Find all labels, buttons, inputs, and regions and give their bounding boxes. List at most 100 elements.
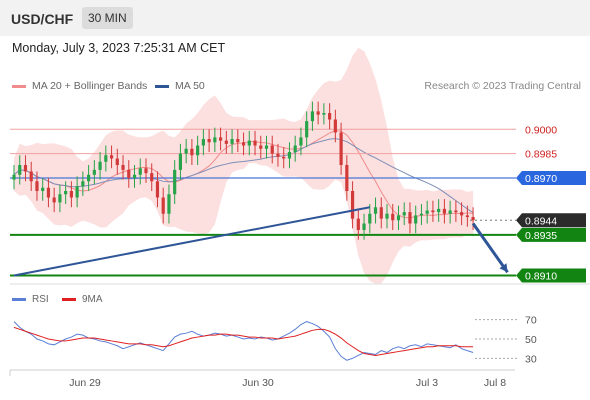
candle (150, 163, 154, 191)
candle (167, 184, 171, 224)
candle-body (379, 207, 383, 219)
candle-body (333, 119, 337, 133)
candle-body (259, 145, 263, 149)
candle (207, 129, 211, 152)
credit-text: Research © 2023 Trading Central (424, 80, 581, 92)
candle (465, 205, 469, 227)
symbol-label: USD/CHF (11, 11, 74, 27)
candle-body (161, 197, 165, 214)
candle-body (81, 181, 85, 187)
candle-body (448, 210, 452, 214)
candle-body (293, 145, 297, 152)
legend-rsi: RSI (12, 294, 49, 305)
candle-body (350, 191, 355, 219)
candle (196, 135, 200, 165)
arrow-head (499, 263, 508, 273)
candle-body (12, 174, 16, 180)
candle-body (431, 210, 435, 213)
candle-body (408, 212, 412, 224)
legend-9ma-label: 9MA (82, 294, 103, 305)
candle (310, 101, 315, 131)
candle (259, 135, 263, 159)
candle-body (236, 139, 240, 143)
candle (224, 130, 228, 154)
candle (115, 148, 119, 175)
level-label-0.8935: 0.8935 (525, 230, 557, 242)
candle (41, 178, 45, 201)
candle-body (58, 194, 62, 203)
candle-body (207, 139, 211, 143)
candle (127, 160, 131, 188)
candle-body (373, 207, 378, 214)
candle-body (109, 155, 114, 159)
candle-body (276, 153, 280, 157)
candle (155, 171, 160, 208)
candle-body (92, 169, 96, 175)
candle-body (282, 156, 286, 159)
legend-ma50-label: MA 50 (175, 80, 205, 92)
candle (247, 130, 251, 156)
x-tick-label: Jun 29 (69, 377, 101, 389)
rising-trendline (13, 206, 370, 277)
candle-body (46, 187, 51, 198)
candle-body (87, 174, 91, 182)
legend-ma50: MA 50 (155, 80, 205, 92)
candle (270, 135, 274, 164)
candle (339, 122, 343, 175)
candle-body (184, 148, 188, 154)
candle-body (396, 215, 401, 221)
ma20-swatch (12, 84, 26, 88)
candle-body (287, 152, 292, 159)
candle-body (385, 213, 389, 219)
rsi-tick-label: 30 (525, 353, 537, 365)
level-label-0.8985: 0.8985 (525, 149, 557, 161)
candle-body (402, 212, 406, 216)
candle-body (132, 174, 137, 178)
candle-body (414, 215, 418, 224)
candle (121, 155, 125, 180)
candle-body (391, 213, 395, 221)
candle-body (356, 218, 360, 230)
rsi-series-rsi (13, 321, 474, 361)
candle (190, 139, 194, 165)
x-tick-label: Jul 8 (484, 377, 506, 389)
candle (109, 145, 114, 169)
candle-body (241, 142, 246, 146)
candle (75, 176, 79, 208)
level-label-0.8910: 0.8910 (525, 271, 557, 283)
candle (69, 181, 73, 208)
rsi-swatch (12, 298, 26, 301)
legend-rsi-label: RSI (32, 294, 49, 305)
candle-body (18, 165, 22, 175)
candle-body (64, 191, 68, 195)
candle (236, 129, 240, 152)
candle (29, 161, 33, 191)
candle (299, 127, 303, 156)
chart-datetime: Monday, July 3, 2023 7:25:31 AM CET (12, 41, 226, 55)
candle-body (69, 191, 73, 198)
candle (396, 205, 401, 230)
candle (104, 145, 108, 172)
candle (316, 101, 320, 125)
candle (305, 111, 309, 148)
candle (58, 184, 62, 213)
candle-body (224, 140, 228, 144)
legend-ma20: MA 20 + Bollinger Bands (12, 80, 147, 92)
level-badge-0.8970 (516, 171, 586, 185)
candle (414, 205, 418, 234)
candle-body (173, 169, 177, 195)
candle (431, 200, 435, 222)
candle-body (368, 213, 372, 224)
candle-body (104, 155, 108, 162)
candle (333, 109, 337, 143)
candle (391, 204, 395, 230)
candle-body (121, 165, 125, 170)
candle (454, 200, 458, 222)
timeframe-button[interactable]: 30 MIN (82, 7, 133, 29)
rsi-tick-label: 50 (525, 334, 537, 346)
candle-body (75, 186, 79, 198)
candle (144, 158, 148, 183)
candle (293, 135, 297, 162)
candle (18, 155, 22, 185)
